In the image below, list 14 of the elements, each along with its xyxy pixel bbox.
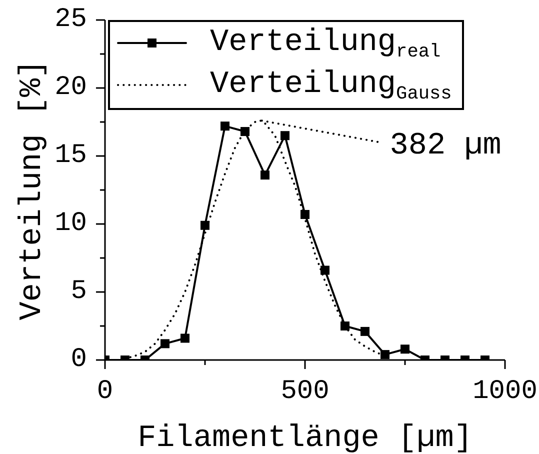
legend-label: Verteilung$_{real}$	[210, 24, 441, 64]
y-tick-label: 0	[70, 345, 87, 375]
x-tick-label: 500	[280, 377, 330, 407]
y-tick-label: 25	[54, 5, 87, 35]
y-tick-label: 5	[70, 277, 87, 307]
x-axis-title: Filamentlänge [µm]	[138, 420, 472, 454]
y-axis-title: Verteilung [%]	[14, 60, 50, 320]
x-tick-label: 0	[96, 377, 114, 407]
x-tick-label: 1000	[472, 377, 538, 407]
y-tick-label: 10	[54, 209, 87, 239]
y-tick-label: 20	[54, 73, 87, 103]
legend-label: Verteilung$_{Gauss}$	[210, 66, 452, 106]
annotation: 382 µm	[390, 128, 502, 164]
y-tick-label: 15	[54, 141, 87, 171]
